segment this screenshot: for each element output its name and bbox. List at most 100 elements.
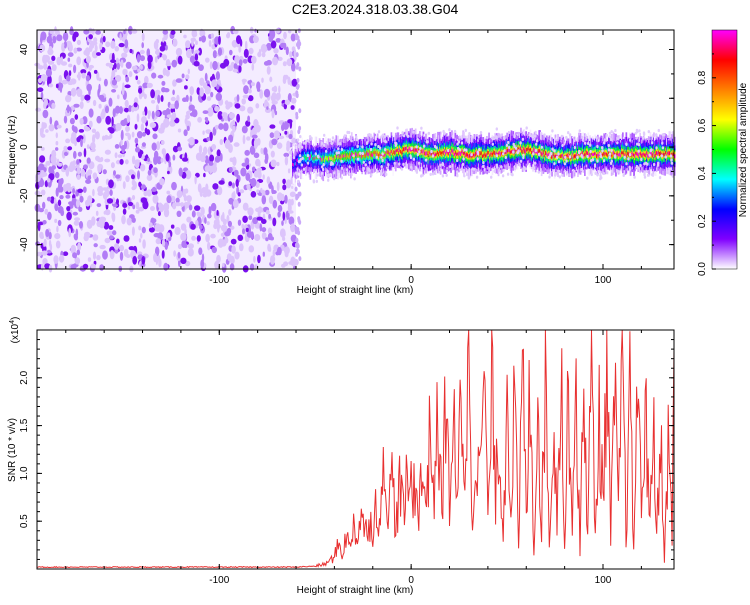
noise-speck [239,39,243,47]
noise-speck [206,221,210,226]
noise-speck [279,228,286,238]
spectrogram-speck [465,148,468,152]
spectrogram-speck [296,180,300,184]
noise-speck [135,209,140,214]
spectrogram-cell [357,153,360,157]
spectrogram-cell [402,147,405,152]
noise-speck [178,259,181,267]
noise-speck [196,211,201,216]
spectrogram-cell [405,147,407,151]
spectrogram-cell [338,154,341,158]
noise-speck [210,91,214,98]
noise-speck [196,235,201,242]
noise-speck [254,234,261,241]
noise-speck [159,178,165,186]
noise-speck [97,165,102,173]
noise-speck [226,33,230,39]
noise-speck [244,149,250,156]
spectrogram-cell [450,151,452,156]
noise-speck [290,97,297,104]
noise-speck [131,106,135,113]
spectrogram-cell [588,154,590,158]
spectrogram-cell [524,149,527,154]
spectrogram-cell [643,153,646,157]
spectrogram-cell [423,149,426,153]
noise-speck [109,189,113,196]
spectrogram-cell [464,150,466,155]
noise-speck [223,122,229,132]
noise-speck [161,148,166,155]
noise-speck [268,213,271,219]
spectrogram-speck [601,149,604,153]
spectrogram-speck [385,172,388,176]
noise-speck [209,131,213,142]
spectrogram-speck [383,134,387,139]
noise-speck [95,30,101,35]
noise-speck [240,167,247,177]
noise-speck [158,202,163,209]
noise-speck [295,251,299,257]
noise-speck [103,221,110,230]
spectrogram-speck [525,126,528,130]
spectrogram-cell [409,147,412,152]
spectrogram-cell [508,148,511,152]
noise-speck [256,216,263,221]
spectrogram-cell [362,154,364,158]
noise-speck [125,76,130,83]
noise-speck [268,34,274,43]
spectrogram-speck [374,143,377,147]
spectrogram-speck [445,173,448,177]
noise-speck [56,34,63,42]
spectrogram-speck [652,162,656,167]
snr-exponent-close: ) [10,317,21,320]
spectrogram-cell [310,154,312,159]
noise-speck [261,232,267,240]
noise-speck [284,156,289,166]
spectrogram-speck [412,157,416,161]
noise-speck [290,234,297,243]
spectrogram-speck [501,174,505,178]
spectrogram-speck [596,144,599,149]
spectrogram-cell [475,152,477,156]
noise-speck [287,119,293,124]
noise-speck [217,47,223,56]
noise-speck [214,215,220,220]
spectrogram-speck [333,177,336,181]
noise-speck [167,170,170,175]
spectrogram-cell [596,154,598,159]
spectrogram-cell [543,150,546,155]
noise-speck [284,194,288,204]
spectrogram-cell [628,152,630,157]
noise-speck [239,243,244,252]
spectrogram-speck [463,174,466,178]
noise-speck [125,175,130,183]
noise-speck [264,189,270,196]
noise-speck [152,194,159,204]
noise-speck [272,217,277,227]
noise-speck [46,178,51,183]
noise-speck [172,38,178,47]
noise-speck [104,237,111,244]
noise-speck [184,117,188,125]
noise-speck [136,113,140,123]
spectrogram-speck [346,171,349,175]
noise-speck [143,190,148,197]
noise-speck [49,243,53,251]
spectrogram-speck [580,168,583,172]
noise-speck [233,142,240,147]
spectrogram-speck [616,137,619,141]
spectrogram-speck [353,177,356,181]
spectrogram-cell [642,152,645,156]
noise-speck [125,61,132,69]
noise-speck [289,51,293,58]
noise-speck [147,114,151,119]
noise-speck [199,87,204,97]
noise-speck [271,100,278,105]
spectrogram-speck [320,171,324,175]
noise-speck [121,144,126,154]
noise-speck [247,115,251,122]
noise-speck [204,86,211,95]
spectrogram-speck [380,155,383,159]
noise-speck [243,48,249,59]
